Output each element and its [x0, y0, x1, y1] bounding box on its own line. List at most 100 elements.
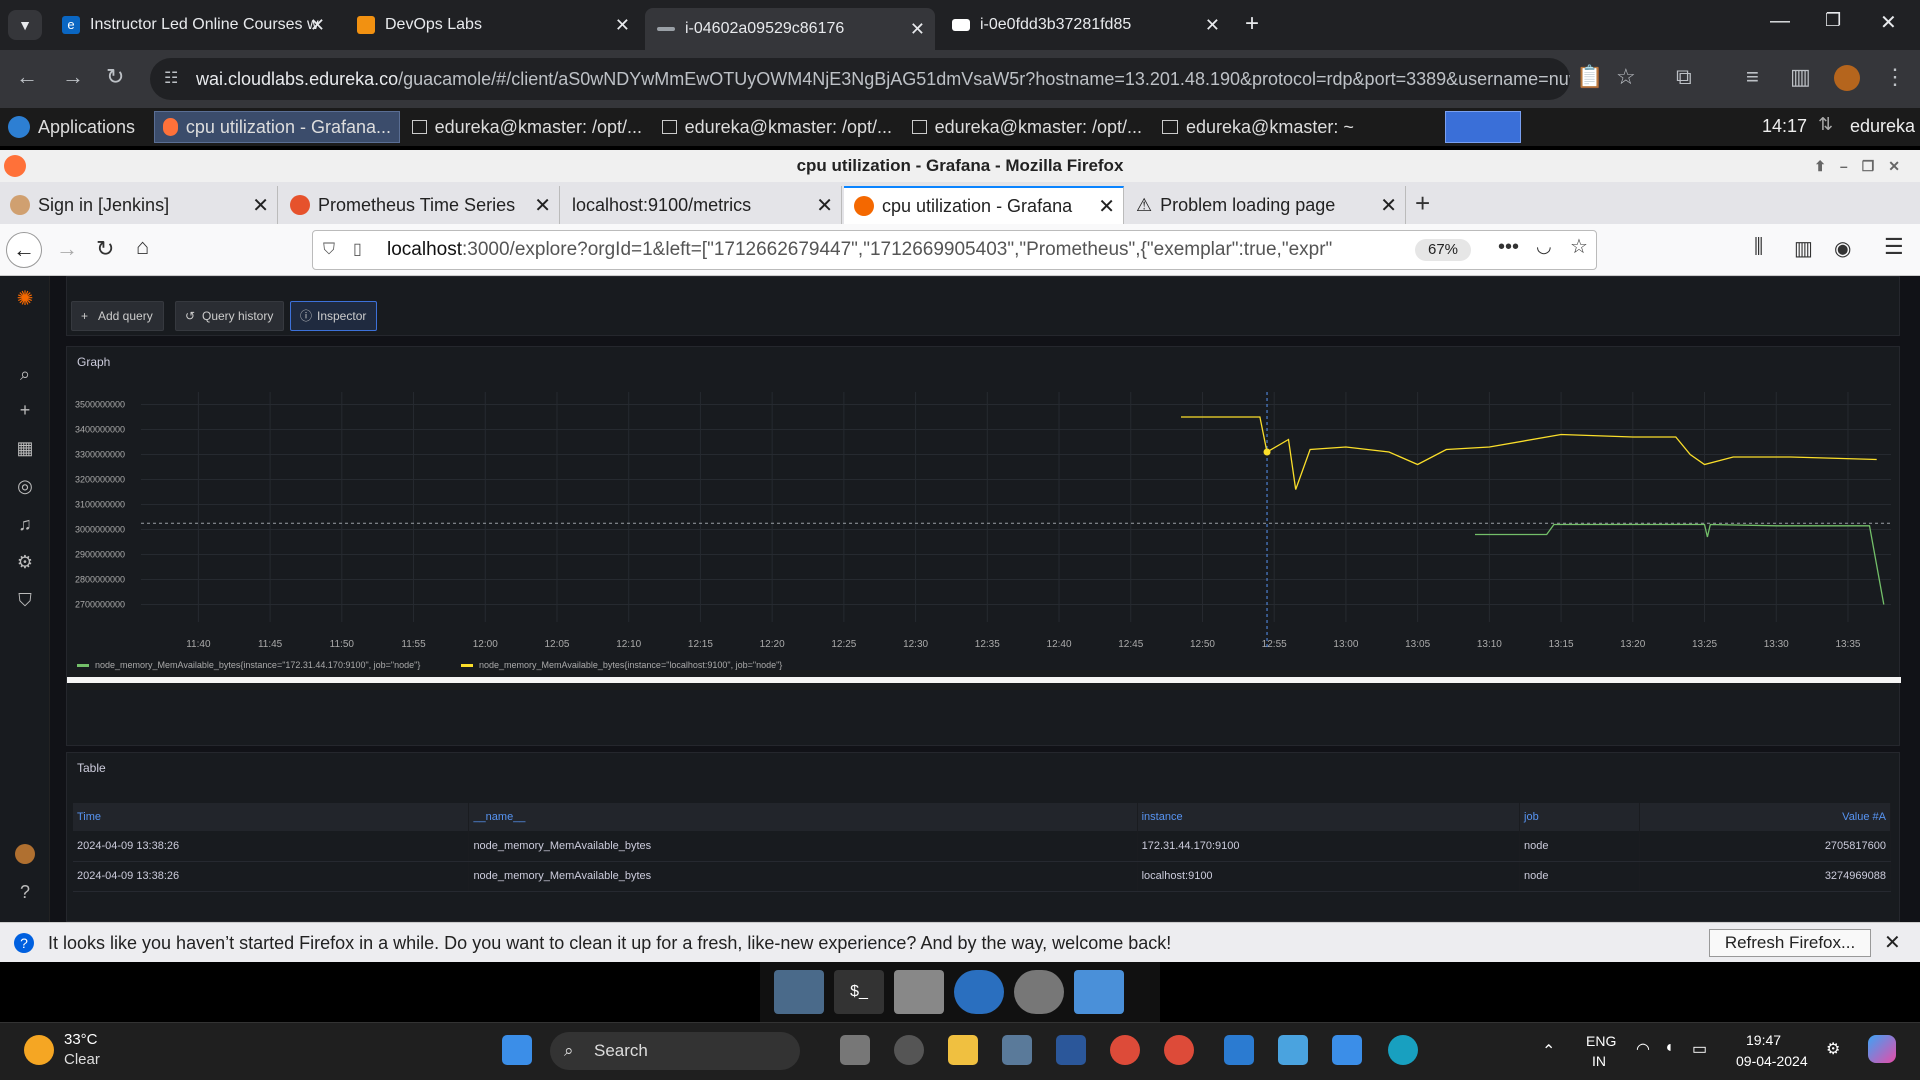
- weather-temp[interactable]: 33°C: [64, 1031, 98, 1048]
- task-grafana[interactable]: cpu utilization - Grafana...: [154, 111, 400, 143]
- close-icon[interactable]: ✕: [909, 18, 925, 39]
- taskbar-search[interactable]: ⌕ Search: [550, 1032, 800, 1070]
- copilot-icon[interactable]: [1868, 1035, 1896, 1063]
- clipboard-icon[interactable]: 📋: [1576, 64, 1604, 89]
- graph-chart[interactable]: 3500000000 3400000000 3300000000 3200000000…: [67, 347, 1901, 747]
- ff-menu-icon[interactable]: ☰: [1884, 234, 1904, 259]
- desktop-icon[interactable]: [774, 970, 824, 1014]
- start-icon[interactable]: [502, 1035, 532, 1065]
- page-actions-icon[interactable]: •••: [1498, 236, 1520, 258]
- minimize-button[interactable]: —: [1770, 10, 1790, 32]
- reload-icon[interactable]: ↻: [106, 64, 125, 89]
- help-icon[interactable]: ?: [19, 882, 30, 902]
- settings-icon[interactable]: [1002, 1035, 1032, 1065]
- panel-user[interactable]: edureka: [1850, 116, 1916, 136]
- task-terminal-4[interactable]: edureka@kmaster: ~: [1154, 111, 1364, 143]
- battery-icon[interactable]: ▭: [1692, 1041, 1708, 1058]
- ff-tab-problem[interactable]: ⚠ Problem loading page ✕: [1126, 186, 1406, 224]
- window-controls[interactable]: ⬆–❐✕: [1814, 158, 1914, 174]
- close-icon[interactable]: ✕: [816, 194, 833, 217]
- ff-home-icon[interactable]: ⌂: [136, 234, 150, 259]
- home-folder-icon[interactable]: [894, 970, 944, 1014]
- library-icon[interactable]: ⫼: [1754, 236, 1764, 258]
- bookmark-star-icon[interactable]: ☆: [1616, 64, 1636, 89]
- chrome-tab-instance-1[interactable]: i-04602a09529c86176 ✕: [645, 8, 935, 50]
- refresh-firefox-button[interactable]: Refresh Firefox...: [1709, 929, 1871, 957]
- query-history-button[interactable]: ↺ Query history: [175, 301, 285, 331]
- ff-tab-prometheus[interactable]: Prometheus Time Series ✕: [280, 186, 560, 224]
- close-icon[interactable]: ✕: [1098, 195, 1115, 218]
- media-player-icon[interactable]: [894, 1035, 924, 1065]
- word-icon[interactable]: [1056, 1035, 1086, 1065]
- extensions-icon[interactable]: ⧉: [1676, 64, 1692, 89]
- tab-search-button[interactable]: ▼: [8, 10, 42, 40]
- close-window-button[interactable]: ✕: [1880, 12, 1897, 34]
- chrome-active-icon[interactable]: [1164, 1035, 1194, 1065]
- close-icon[interactable]: ✕: [534, 194, 551, 217]
- account-icon[interactable]: ◉: [1834, 238, 1852, 260]
- ff-forward-icon[interactable]: →: [56, 236, 78, 261]
- paint-icon[interactable]: [1332, 1035, 1362, 1065]
- chrome-tab-devops-labs[interactable]: DevOps Labs ✕: [345, 8, 640, 42]
- chrome-tab-edureka[interactable]: e Instructor Led Online Courses w ✕: [50, 8, 335, 42]
- file-explorer-icon[interactable]: [948, 1035, 978, 1065]
- applications-menu[interactable]: Applications: [0, 111, 150, 143]
- column-header-value[interactable]: Value #A: [1639, 803, 1892, 831]
- pocket-icon[interactable]: ◡: [1536, 236, 1552, 256]
- site-info-icon[interactable]: ☷: [164, 70, 179, 87]
- chrome-icon[interactable]: [1110, 1035, 1140, 1065]
- ff-reload-icon[interactable]: ↻: [96, 236, 115, 261]
- sidebar-icon[interactable]: ▥: [1794, 238, 1813, 260]
- ff-new-tab-button[interactable]: +: [1415, 188, 1431, 218]
- profile-avatar[interactable]: [1834, 65, 1860, 91]
- close-icon[interactable]: ✕: [1204, 14, 1220, 35]
- inspector-button[interactable]: ⓘ Inspector: [290, 301, 378, 331]
- language-indicator[interactable]: ENG: [1586, 1033, 1617, 1049]
- task-terminal-1[interactable]: edureka@kmaster: /opt/...: [404, 111, 650, 143]
- grafana-logo-icon[interactable]: ✺: [16, 288, 34, 310]
- edge-icon[interactable]: [1388, 1035, 1418, 1065]
- menu-icon[interactable]: ⋮: [1884, 64, 1906, 89]
- close-icon[interactable]: ✕: [1884, 932, 1901, 954]
- forward-icon[interactable]: →: [62, 64, 84, 89]
- back-icon[interactable]: ←: [16, 64, 38, 89]
- chrome-tab-instance-2[interactable]: i-0e0fdd3b37281fd85 ✕: [940, 8, 1230, 42]
- web-browser-icon[interactable]: [954, 970, 1004, 1014]
- task-view-icon[interactable]: [840, 1035, 870, 1065]
- task-terminal-2[interactable]: edureka@kmaster: /opt/...: [654, 111, 900, 143]
- column-header-job[interactable]: job: [1519, 803, 1640, 831]
- close-icon[interactable]: ✕: [1380, 194, 1397, 217]
- ff-back-button[interactable]: ←: [6, 232, 42, 268]
- user-avatar[interactable]: [15, 844, 35, 864]
- restore-button[interactable]: ❐: [1825, 10, 1842, 30]
- address-bar[interactable]: ☷ wai.cloudlabs.edureka.co/guacamole/#/c…: [150, 58, 1570, 100]
- folder-icon[interactable]: [1074, 970, 1124, 1014]
- ff-tab-grafana[interactable]: cpu utilization - Grafana ✕: [844, 186, 1124, 224]
- taskbar-time[interactable]: 19:47: [1746, 1032, 1782, 1048]
- column-header-instance[interactable]: instance: [1137, 803, 1521, 831]
- alerting-icon[interactable]: ♫: [18, 514, 32, 534]
- weather-icon[interactable]: [24, 1035, 54, 1065]
- media-icon[interactable]: ≡: [1746, 64, 1759, 89]
- column-header-name[interactable]: __name__: [468, 803, 1138, 831]
- close-icon[interactable]: ✕: [252, 194, 269, 217]
- notifications-icon[interactable]: ⚙: [1826, 1041, 1841, 1058]
- explore-icon[interactable]: ◎: [17, 476, 33, 496]
- ff-tab-metrics[interactable]: localhost:9100/metrics ✕: [562, 186, 842, 224]
- zoom-level[interactable]: 67%: [1415, 239, 1471, 261]
- dashboards-icon[interactable]: ▦: [16, 438, 34, 458]
- column-header-time[interactable]: Time: [73, 803, 470, 831]
- new-tab-button[interactable]: +: [1245, 10, 1260, 37]
- search-icon[interactable]: [1014, 970, 1064, 1014]
- notepad-icon[interactable]: [1278, 1035, 1308, 1065]
- close-icon[interactable]: ✕: [614, 14, 630, 35]
- side-panel-icon[interactable]: ▥: [1790, 64, 1811, 89]
- vscode-icon[interactable]: [1224, 1035, 1254, 1065]
- wifi-icon[interactable]: ◠: [1636, 1041, 1650, 1058]
- workspace-switcher[interactable]: [1445, 111, 1521, 143]
- shield-icon[interactable]: ⛉: [18, 590, 32, 610]
- ff-bookmark-star-icon[interactable]: ☆: [1570, 236, 1588, 258]
- configuration-icon[interactable]: ⚙: [16, 552, 34, 572]
- ff-tab-jenkins[interactable]: Sign in [Jenkins] ✕: [0, 186, 278, 224]
- create-icon[interactable]: +: [19, 400, 31, 420]
